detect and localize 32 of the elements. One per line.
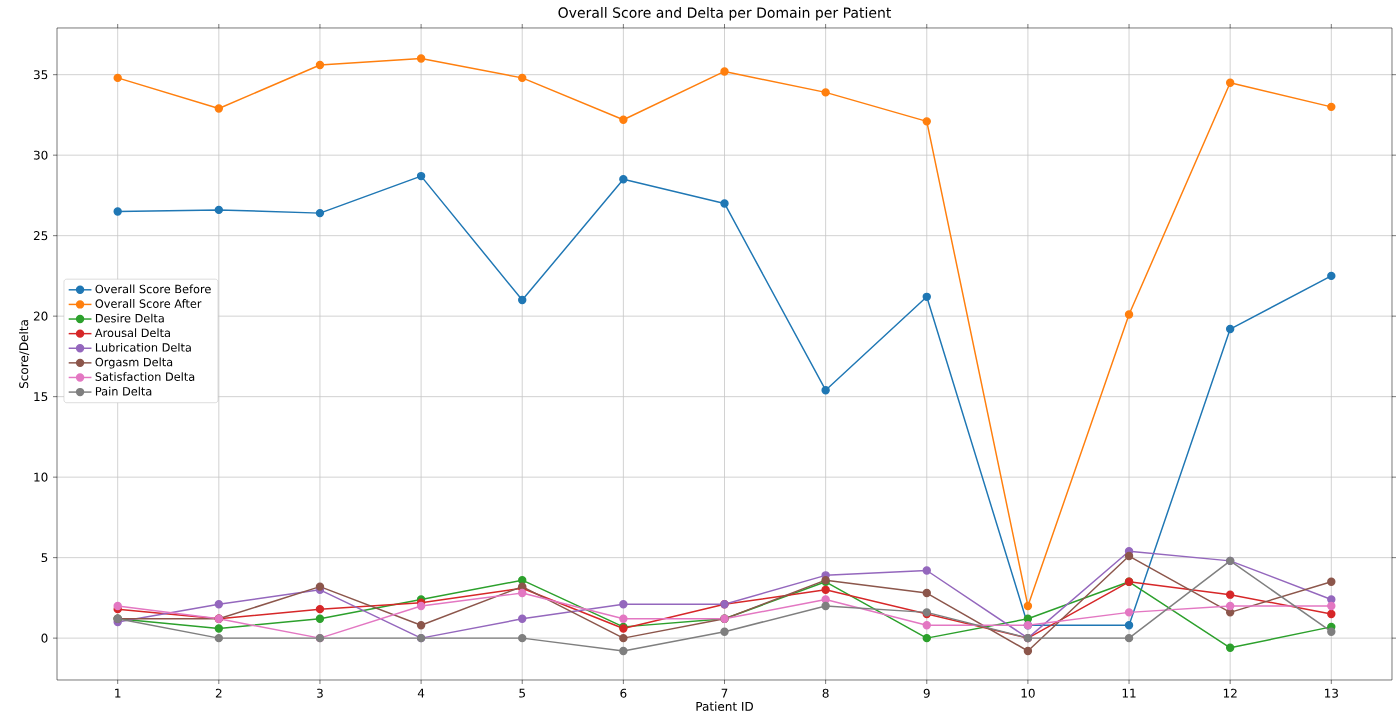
y-axis-title: Score/Delta <box>18 320 30 389</box>
x-tick-label: 4 <box>417 688 425 698</box>
y-tick-label: 15 <box>34 392 48 402</box>
x-tick-label: 7 <box>721 688 728 698</box>
y-tick-label: 35 <box>33 70 48 80</box>
legend-label: Satisfaction Delta <box>95 372 195 381</box>
y-tick-label: 5 <box>41 553 48 563</box>
y-tick-label: 20 <box>33 311 48 321</box>
legend-label: Lubrication Delta <box>95 342 191 352</box>
y-tick-label: 25 <box>33 231 48 241</box>
legend-label: Pain Delta <box>95 386 152 396</box>
legend-label: Overall Score After <box>95 299 202 308</box>
y-tick-label: 0 <box>41 633 48 643</box>
x-tick-label: 1 <box>115 688 121 698</box>
x-tick-label: 11 <box>1122 688 1136 698</box>
x-tick-label: 2 <box>215 688 222 698</box>
x-tick-label: 10 <box>1021 688 1035 698</box>
legend-label: Overall Score Before <box>95 284 211 294</box>
legend-label: Arousal Delta <box>94 328 170 338</box>
chart-title: Overall Score and Delta per Domain per Patient <box>558 7 892 21</box>
legend-label: Orgasm Delta <box>95 357 173 369</box>
x-tick-label: 3 <box>317 688 323 698</box>
x-axis-title: Patient ID <box>696 701 753 711</box>
y-tick-label: 10 <box>34 472 48 482</box>
y-tick-label: 30 <box>33 150 48 160</box>
x-tick-label: 9 <box>923 688 930 698</box>
x-tick-label: 13 <box>1324 688 1338 698</box>
x-tick-label: 8 <box>822 688 829 698</box>
x-tick-label: 5 <box>519 688 525 698</box>
legend-label: Desire Delta <box>95 313 164 323</box>
x-tick-label: 6 <box>620 688 627 698</box>
x-tick-label: 12 <box>1223 688 1237 698</box>
